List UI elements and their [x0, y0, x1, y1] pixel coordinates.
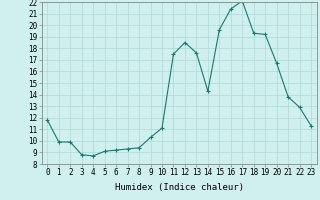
X-axis label: Humidex (Indice chaleur): Humidex (Indice chaleur) [115, 183, 244, 192]
